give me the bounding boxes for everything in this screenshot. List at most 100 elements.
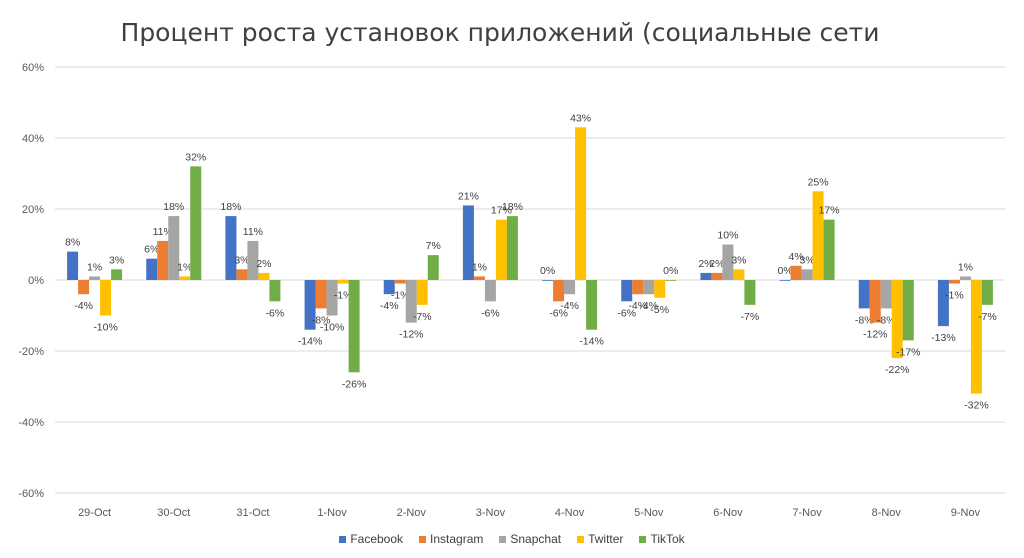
y-tick-label: 20% xyxy=(22,204,44,216)
y-tick-label: 40% xyxy=(22,133,44,145)
bar-twitter-4-nov xyxy=(575,127,587,280)
bar-twitter-31-oct xyxy=(258,272,270,280)
data-label: -8% xyxy=(312,314,331,326)
bar-snapchat-2-nov xyxy=(405,280,417,323)
bar-twitter-7-nov xyxy=(812,191,824,280)
bar-snapchat-5-nov xyxy=(643,280,655,295)
x-tick-label: 1-Nov xyxy=(317,507,347,519)
bar-instagram-1-nov xyxy=(315,280,327,309)
y-tick-label: 60% xyxy=(22,62,44,74)
bar-instagram-31-oct xyxy=(236,269,248,280)
data-label: -1% xyxy=(945,290,964,302)
bar-facebook-9-nov xyxy=(937,280,949,327)
bar-tiktok-9-nov xyxy=(981,280,993,305)
x-tick-label: 29-Oct xyxy=(78,507,111,519)
bar-facebook-29-oct xyxy=(67,251,79,280)
bar-facebook-31-oct xyxy=(225,216,237,280)
legend-label: TikTok xyxy=(650,532,685,546)
bar-snapchat-8-nov xyxy=(880,280,892,309)
data-label: -10% xyxy=(93,322,118,334)
bar-instagram-2-nov xyxy=(394,280,406,284)
x-tick-label: 6-Nov xyxy=(713,507,743,519)
data-label: 4% xyxy=(788,251,803,263)
legend-item-tiktok: TikTok xyxy=(639,532,685,546)
legend-label: Instagram xyxy=(430,532,484,546)
x-tick-label: 3-Nov xyxy=(476,507,506,519)
x-tick-label: 5-Nov xyxy=(634,507,664,519)
data-label: -5% xyxy=(650,304,669,316)
bar-snapchat-1-nov xyxy=(326,280,338,316)
bar-twitter-3-nov xyxy=(495,219,507,280)
data-label: -6% xyxy=(266,307,285,319)
bar-instagram-4-nov xyxy=(553,280,565,302)
bar-twitter-5-nov xyxy=(654,280,666,298)
data-label: 0% xyxy=(663,265,678,277)
data-label: 10% xyxy=(717,230,738,242)
bar-instagram-29-oct xyxy=(78,280,90,295)
legend-label: Snapchat xyxy=(510,532,562,546)
x-tick-label: 2-Nov xyxy=(397,507,427,519)
x-tick-label: 7-Nov xyxy=(792,507,822,519)
data-label: -12% xyxy=(399,329,424,341)
x-tick-label: 8-Nov xyxy=(872,507,902,519)
data-label: -10% xyxy=(320,322,345,334)
bar-snapchat-6-nov xyxy=(722,244,734,280)
data-label: 1% xyxy=(177,261,192,273)
bar-snapchat-4-nov xyxy=(564,280,576,295)
bar-facebook-5-nov xyxy=(621,280,633,302)
bar-instagram-3-nov xyxy=(473,276,485,280)
bar-tiktok-7-nov xyxy=(823,219,835,280)
bar-tiktok-6-nov xyxy=(744,280,756,305)
bar-instagram-30-oct xyxy=(157,240,169,280)
data-label: 11% xyxy=(153,226,173,238)
data-label: -6% xyxy=(481,307,500,319)
data-label: -8% xyxy=(855,314,874,326)
legend-swatch xyxy=(639,535,647,543)
bar-twitter-9-nov xyxy=(970,280,982,394)
bar-twitter-2-nov xyxy=(416,280,428,305)
data-label: 8% xyxy=(65,237,80,249)
data-label: 17% xyxy=(491,205,512,217)
data-label: 25% xyxy=(808,176,829,188)
bar-tiktok-31-oct xyxy=(269,280,281,302)
data-label: -8% xyxy=(877,314,896,326)
data-label: 6% xyxy=(144,244,159,256)
bar-instagram-8-nov xyxy=(869,280,881,323)
x-tick-label: 9-Nov xyxy=(951,507,981,519)
bar-tiktok-30-oct xyxy=(190,166,202,280)
data-label: 1% xyxy=(958,261,973,273)
bar-twitter-6-nov xyxy=(733,269,745,280)
data-label: 11% xyxy=(243,226,263,238)
data-label: 3% xyxy=(234,254,249,266)
bar-facebook-2-nov xyxy=(383,280,395,295)
legend-swatch xyxy=(499,535,507,543)
data-label: -22% xyxy=(885,364,910,376)
data-label: -1% xyxy=(391,290,410,302)
data-label: 0% xyxy=(777,265,792,277)
data-label: 3% xyxy=(799,254,814,266)
data-label: 18% xyxy=(220,201,241,213)
data-label: -13% xyxy=(931,332,956,344)
data-label: -26% xyxy=(342,378,367,390)
bar-facebook-30-oct xyxy=(146,258,158,280)
data-label: 17% xyxy=(819,205,840,217)
data-label: 43% xyxy=(570,112,591,124)
bar-twitter-8-nov xyxy=(891,280,903,359)
data-label: 0% xyxy=(540,265,555,277)
data-label: 21% xyxy=(458,190,479,202)
data-label: -12% xyxy=(863,329,888,341)
y-tick-label: -60% xyxy=(18,488,44,500)
bar-tiktok-3-nov xyxy=(506,216,518,280)
bar-instagram-7-nov xyxy=(790,265,802,280)
chart-legend: Facebook Instagram Snapchat Twitter TikTok xyxy=(0,532,1024,546)
bar-tiktok-5-nov xyxy=(665,280,677,281)
data-label: -6% xyxy=(549,307,568,319)
data-label: 1% xyxy=(87,261,102,273)
legend-swatch xyxy=(339,535,347,543)
bar-facebook-3-nov xyxy=(462,205,474,280)
data-label: -14% xyxy=(298,336,323,348)
data-label: 1% xyxy=(472,261,487,273)
bar-twitter-30-oct xyxy=(179,276,191,280)
legend-label: Facebook xyxy=(350,532,404,546)
bar-facebook-8-nov xyxy=(858,280,870,309)
